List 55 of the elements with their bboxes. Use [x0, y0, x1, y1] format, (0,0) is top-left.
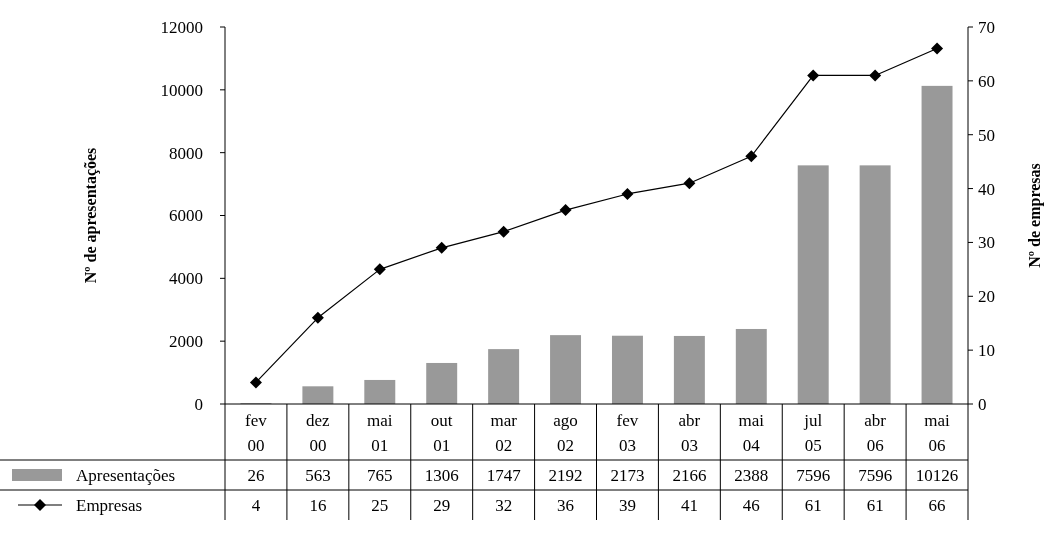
data-label: 563: [305, 465, 331, 485]
y-tick-label: 8000: [169, 143, 203, 163]
y-tick-label: 12000: [160, 17, 203, 37]
data-label: 32: [495, 495, 513, 515]
x-tick-label: mar 02: [490, 410, 518, 455]
data-label: 16: [309, 495, 327, 515]
data-label: 2388: [734, 465, 769, 485]
data-label: 26: [247, 465, 265, 485]
data-label: 2192: [548, 465, 583, 485]
data-label: 46: [742, 495, 760, 515]
x-tick-label: fev 03: [616, 410, 639, 455]
legend-label: Apresentações: [76, 465, 176, 485]
y2-tick-label: 40: [978, 179, 995, 199]
y2-tick-label: 50: [978, 125, 995, 145]
y-tick-label: 2000: [169, 332, 203, 352]
data-label: 4: [251, 495, 261, 515]
legend-label: Empresas: [76, 495, 143, 515]
y2-tick-label: 60: [978, 71, 995, 91]
y2-tick-label: 20: [978, 287, 995, 307]
data-label: 36: [557, 495, 575, 515]
y-tick-label: 6000: [169, 206, 203, 226]
x-tick-label: ago 02: [553, 410, 578, 455]
data-label: 765: [367, 465, 393, 485]
x-tick-label: abr 03: [678, 410, 701, 455]
data-label: 7596: [796, 465, 831, 485]
data-label: 1747: [486, 465, 522, 485]
data-label: 61: [866, 495, 884, 515]
y-axis-title: Nº de apresentações: [82, 147, 100, 284]
x-tick-label: mai 04: [738, 410, 765, 455]
data-label: 1306: [424, 465, 459, 485]
data-label: 41: [680, 495, 698, 515]
data-label: 66: [928, 495, 946, 515]
data-label: 25: [371, 495, 389, 515]
data-label: 10126: [915, 465, 959, 485]
y2-tick-label: 0: [978, 394, 987, 414]
data-label: 29: [433, 495, 451, 515]
y-tick-label: 4000: [169, 269, 203, 289]
x-tick-label: dez 00: [306, 410, 331, 455]
x-tick-label: jul 05: [803, 410, 823, 455]
y2-tick-label: 10: [978, 341, 995, 361]
x-tick-label: mai 06: [924, 410, 951, 455]
data-label: 7596: [858, 465, 893, 485]
x-tick-label: out 01: [430, 410, 453, 455]
x-tick-label: fev 00: [245, 410, 268, 455]
y2-tick-label: 30: [978, 233, 995, 253]
y2-axis-title: Nº de empresas: [1026, 163, 1044, 268]
y-tick-label: 0: [194, 394, 203, 414]
x-tick-label: abr 06: [864, 410, 887, 455]
data-label: 2166: [672, 465, 707, 485]
data-label: 39: [618, 495, 636, 515]
x-tick-label: mai 01: [367, 410, 393, 455]
data-label: 61: [804, 495, 822, 515]
y2-tick-label: 70: [978, 17, 995, 37]
y-tick-label: 10000: [160, 80, 203, 100]
data-label: 2173: [610, 465, 645, 485]
